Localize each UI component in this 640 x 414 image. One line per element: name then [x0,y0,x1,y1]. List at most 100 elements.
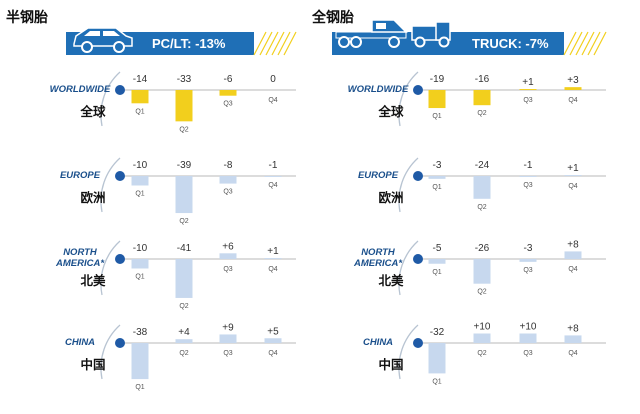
value-label: +4 [178,327,190,338]
value-label: +8 [567,239,579,250]
truck-icon [335,19,451,48]
region-name: CHINA [65,337,95,348]
region-arc [398,157,419,213]
bar [519,176,537,177]
quarter-label: Q3 [223,350,232,357]
axis-dot [115,254,125,264]
quarter-label: Q2 [179,218,188,225]
region-cn-name: 北美 [80,273,106,288]
axis-dot [413,338,423,348]
value-label: 0 [270,74,276,85]
banner-label: TRUCK: -7% [472,36,549,51]
region-block: NORTH AMERICA* 北美 -5 Q1 -26 Q2 -3 Q3 +8 Q4 [353,239,606,296]
axis-dot [413,171,423,181]
value-label: -1 [269,160,278,171]
quarter-label: Q2 [179,126,188,133]
bar [219,90,237,96]
value-label: +3 [567,75,579,86]
bar [564,251,582,259]
quarter-label: Q1 [135,191,144,198]
bar [175,339,193,343]
quarter-label: Q1 [135,384,144,391]
quarter-label: Q4 [268,350,277,357]
region-block: CHINA 中国 -32 Q1 +10 Q2 +10 Q3 +8 Q4 [363,322,606,385]
value-label: +1 [567,163,579,174]
region-block: CHINA 中国 -38 Q1 +4 Q2 +9 Q3 +5 Q4 [65,322,296,391]
bar [175,259,193,298]
value-label: -10 [133,160,148,171]
quarter-label: Q4 [568,350,577,357]
quarter-label: Q4 [568,97,577,104]
value-label: +8 [567,323,579,334]
quarter-label: Q1 [432,113,441,120]
value-label: +10 [474,322,491,333]
bar [519,333,537,343]
bar [131,176,149,186]
region-block: NORTH AMERICA* 北美 -10 Q1 -41 Q2 +6 Q3 +1 Q4 [55,240,296,310]
value-label: +6 [222,241,234,252]
bar [473,176,491,199]
bar [219,334,237,343]
quarter-label: Q3 [523,267,532,274]
value-label: -14 [133,74,148,85]
bar [131,259,149,269]
bar [519,89,537,90]
region-cn-name: 全球 [79,104,106,119]
quarter-label: Q3 [523,350,532,357]
quarter-label: Q4 [568,183,577,190]
bar [175,90,193,122]
quarter-label: Q4 [268,266,277,273]
quarter-label: Q1 [432,184,441,191]
quarter-label: Q1 [135,108,144,115]
value-label: -33 [177,74,192,85]
bar [175,176,193,214]
quarter-label: Q3 [223,189,232,196]
region-name: NORTH AMERICA* [55,247,105,269]
value-label: -10 [133,243,148,254]
bar [519,259,537,262]
quarter-label: Q2 [179,350,188,357]
banner-hatch [253,31,297,56]
region-block: WORLDWIDE 全球 -19 Q1 -16 Q2 +1 Q3 +3 Q4 [348,71,606,127]
region-block: WORLDWIDE 全球 -14 Q1 -33 Q2 -6 Q3 0 Q4 [50,71,296,133]
value-label: -6 [224,74,233,85]
quarter-label: Q4 [568,266,577,273]
value-label: -1 [524,160,533,171]
region-block: EUROPE 欧洲 -10 Q1 -39 Q2 -8 Q3 -1 Q4 [60,157,296,225]
region-arc [100,240,121,296]
bar [428,90,446,109]
bar [473,333,491,343]
region-cn-name: 全球 [377,104,404,119]
regions-passenger: WORLDWIDE 全球 -14 Q1 -33 Q2 -6 Q3 0 Q4 EUROPE 欧洲 -10 Q… [50,71,296,391]
region-name: NORTH AMERICA* [353,247,403,269]
region-cn-name: 欧洲 [378,190,403,205]
region-name: WORLDWIDE [50,84,111,95]
region-cn-name: 欧洲 [80,190,105,205]
region-name: WORLDWIDE [348,84,409,95]
bar [564,335,582,343]
panel-title: 全钢胎 [311,9,354,26]
banner-label: PC/LT: -13% [152,36,226,51]
value-label: +1 [267,246,279,257]
quarter-label: Q2 [179,303,188,310]
bar [131,90,149,104]
bar [428,176,446,179]
axis-dot [413,85,423,95]
regions-truck: WORLDWIDE 全球 -19 Q1 -16 Q2 +1 Q3 +3 Q4 EUROPE 欧洲 -3 Q… [348,71,606,385]
region-arc [398,324,419,380]
value-label: -3 [433,160,442,171]
quarter-label: Q3 [223,266,232,273]
value-label: -41 [177,243,192,254]
quarter-label: Q3 [523,182,532,189]
bar [428,259,446,264]
quarter-label: Q1 [135,274,144,281]
quarter-label: Q2 [477,289,486,296]
value-label: -24 [475,160,490,171]
region-name: EUROPE [60,170,101,181]
axis-dot [413,254,423,264]
quarter-label: Q2 [477,204,486,211]
value-label: -19 [430,74,445,85]
value-label: -16 [475,74,490,85]
region-cn-name: 中国 [80,357,105,372]
